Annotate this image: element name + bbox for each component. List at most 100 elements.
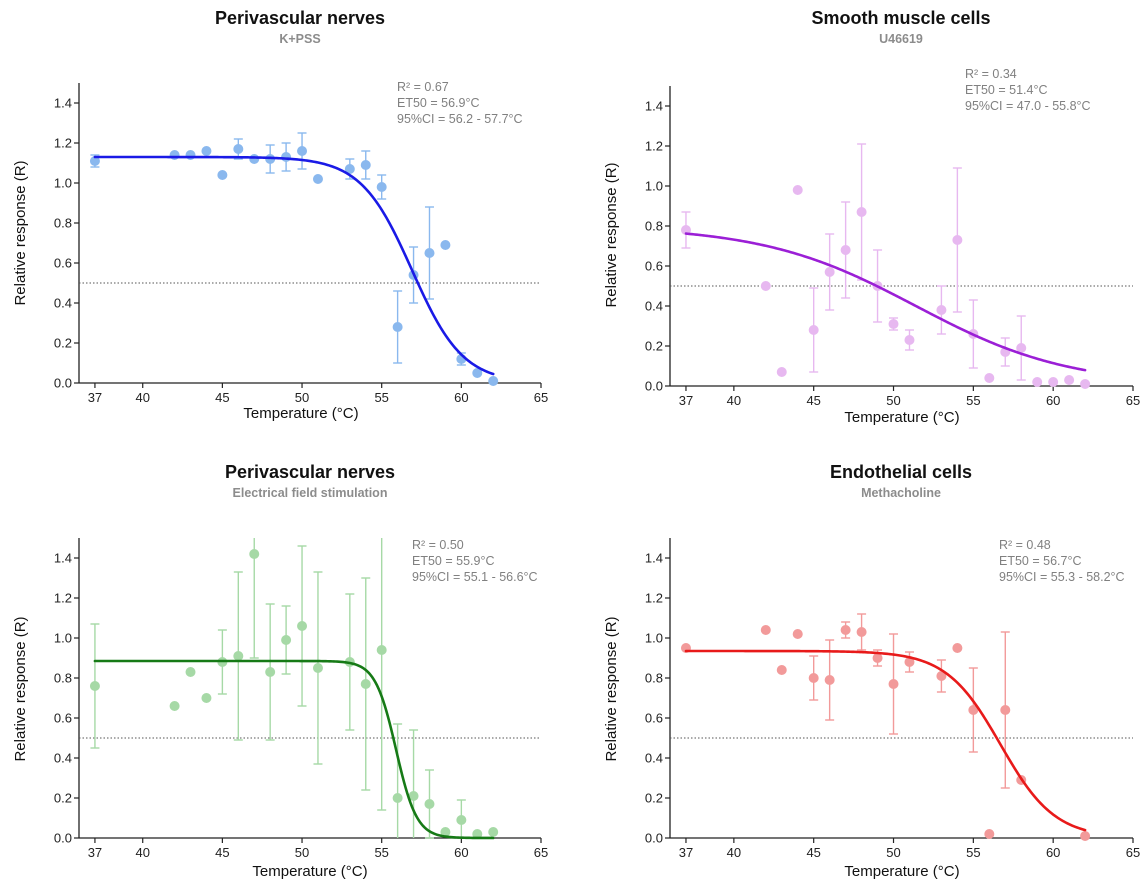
x-tick-label: 55 xyxy=(374,390,388,405)
data-point xyxy=(888,319,899,329)
x-tick-label: 60 xyxy=(1046,845,1060,860)
data-point xyxy=(297,146,308,156)
panel-title: Perivascular nerves xyxy=(215,8,385,28)
data-point xyxy=(281,635,292,645)
panel-subtitle: Methacholine xyxy=(861,486,941,500)
y-tick-label: 0.4 xyxy=(645,299,663,314)
stat-ci: 95%CI = 56.2 - 57.7°C xyxy=(397,112,523,126)
data-point xyxy=(169,150,180,160)
data-point xyxy=(201,693,212,703)
data-point xyxy=(904,335,915,345)
y-tick-label: 0.2 xyxy=(645,791,663,806)
data-point xyxy=(792,185,803,195)
y-axis-label: Relative response (R) xyxy=(12,616,29,761)
stat-r2: R² = 0.50 xyxy=(412,538,464,552)
x-axis-label: Temperature (°C) xyxy=(844,409,959,426)
data-point xyxy=(376,182,387,192)
y-tick-label: 1.0 xyxy=(54,631,72,646)
data-point xyxy=(984,829,995,839)
y-tick-label: 0.8 xyxy=(645,219,663,234)
data-point xyxy=(808,325,819,335)
data-point xyxy=(760,625,771,635)
data-point xyxy=(936,305,947,315)
data-point xyxy=(440,240,451,250)
data-point xyxy=(488,376,499,386)
stat-r2: R² = 0.34 xyxy=(965,67,1017,81)
data-point xyxy=(392,793,403,803)
data-point xyxy=(392,322,403,332)
data-point xyxy=(217,170,228,180)
x-axis-label: Temperature (°C) xyxy=(844,863,959,880)
y-tick-label: 0.6 xyxy=(54,711,72,726)
panel-pvn-efs: Perivascular nerves Electrical field sti… xyxy=(12,462,548,880)
y-tick-label: 1.4 xyxy=(54,551,72,566)
panel-pvn-kpss: Perivascular nerves K+PSS R² = 0.67 ET50… xyxy=(12,8,548,422)
x-tick-label: 55 xyxy=(374,845,388,860)
fit-curve xyxy=(684,649,1087,832)
x-tick-label: 40 xyxy=(727,845,741,860)
y-tick-label: 0.4 xyxy=(645,751,663,766)
x-tick-label: 45 xyxy=(215,390,229,405)
data-point xyxy=(233,144,244,154)
data-point xyxy=(1048,377,1059,387)
x-tick-label: 37 xyxy=(88,390,102,405)
x-tick-label: 37 xyxy=(679,845,693,860)
x-tick-label: 60 xyxy=(454,845,468,860)
x-tick-label: 50 xyxy=(295,845,309,860)
data-point xyxy=(185,150,196,160)
data-point xyxy=(680,225,691,235)
panel-ec-methacholine: Endothelial cells Methacholine R² = 0.48… xyxy=(603,462,1140,880)
data-point xyxy=(1080,831,1091,841)
x-tick-label: 50 xyxy=(886,393,900,408)
x-tick-label: 60 xyxy=(454,390,468,405)
stat-r2: R² = 0.48 xyxy=(999,538,1051,552)
stat-et50: ET50 = 56.9°C xyxy=(397,96,479,110)
data-point xyxy=(1016,343,1027,353)
x-tick-label: 50 xyxy=(295,390,309,405)
data-point xyxy=(1000,705,1011,715)
data-point xyxy=(89,681,100,691)
data-point xyxy=(1032,377,1043,387)
data-point xyxy=(360,160,371,170)
data-point xyxy=(472,368,483,378)
data-point xyxy=(265,667,276,677)
data-point xyxy=(456,815,467,825)
y-tick-label: 0.0 xyxy=(645,379,663,394)
data-point xyxy=(233,651,244,661)
x-tick-label: 45 xyxy=(806,845,820,860)
stat-ci: 95%CI = 55.1 - 56.6°C xyxy=(412,570,538,584)
y-tick-label: 1.2 xyxy=(645,591,663,606)
data-point xyxy=(201,146,212,156)
data-point xyxy=(408,791,419,801)
data-point xyxy=(344,164,355,174)
data-point xyxy=(824,267,835,277)
y-tick-label: 1.2 xyxy=(645,139,663,154)
y-axis-label: Relative response (R) xyxy=(603,162,620,307)
data-point xyxy=(249,154,260,164)
x-axis-label: Temperature (°C) xyxy=(243,405,358,422)
x-tick-label: 65 xyxy=(534,845,548,860)
y-tick-label: 1.4 xyxy=(645,99,663,114)
data-point xyxy=(856,207,867,217)
data-point xyxy=(792,629,803,639)
data-point xyxy=(984,373,995,383)
data-point xyxy=(776,665,787,675)
data-point xyxy=(312,663,323,673)
data-point xyxy=(89,156,100,166)
data-point xyxy=(424,248,435,258)
y-tick-label: 1.0 xyxy=(645,631,663,646)
y-tick-label: 1.0 xyxy=(54,176,72,191)
x-tick-label: 55 xyxy=(966,845,980,860)
data-point xyxy=(904,657,915,667)
fit-curve xyxy=(93,659,495,840)
stat-et50: ET50 = 51.4°C xyxy=(965,83,1047,97)
data-point xyxy=(936,671,947,681)
data-point xyxy=(808,673,819,683)
data-point xyxy=(840,245,851,255)
data-point xyxy=(824,675,835,685)
stat-ci: 95%CI = 55.3 - 58.2°C xyxy=(999,570,1125,584)
fit-curve xyxy=(93,155,495,376)
y-tick-label: 0.0 xyxy=(645,831,663,846)
x-tick-label: 65 xyxy=(534,390,548,405)
y-tick-label: 1.4 xyxy=(645,551,663,566)
